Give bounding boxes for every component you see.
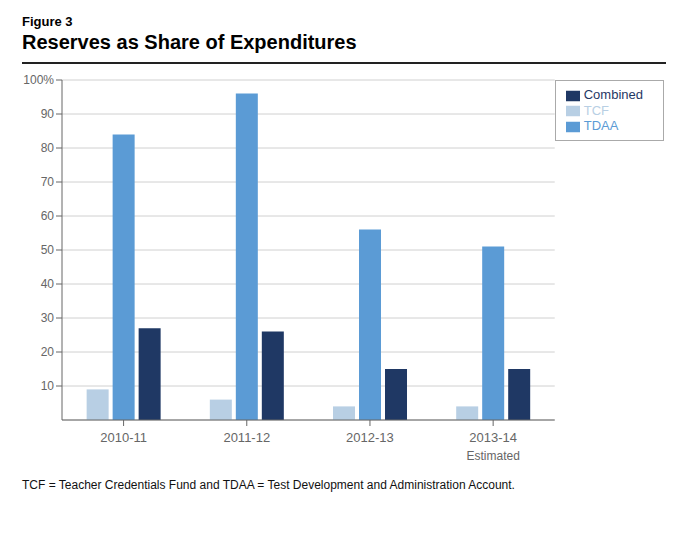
svg-text:2011-12: 2011-12 (223, 430, 270, 445)
svg-text:2010-11: 2010-11 (100, 430, 147, 445)
svg-text:90: 90 (41, 107, 55, 121)
svg-text:40: 40 (41, 277, 55, 291)
svg-text:50: 50 (41, 243, 55, 257)
html-text:TCF = Teacher Credentials Fund: TCF = Teacher Credentials Fund and TDAA … (22, 478, 515, 492)
svg-text:60: 60 (41, 209, 55, 223)
svg-text:20: 20 (41, 345, 55, 359)
html-text:TCF: TCF (583, 102, 609, 118)
svg-text:Estimated: Estimated (466, 449, 519, 463)
html-text:Figure 3: Figure 3 (22, 14, 73, 29)
svg-text:80: 80 (41, 141, 55, 155)
svg-text:100%: 100% (23, 73, 54, 87)
html-text:Combined: Combined (583, 87, 643, 102)
html-text:TDAA: TDAA (583, 118, 619, 134)
svg-text:2012-13: 2012-13 (346, 430, 394, 445)
html-text:Reserves as Share of Expenditu: Reserves as Share of Expenditures (22, 31, 357, 53)
svg-text:10: 10 (41, 379, 55, 393)
svg-text:2013-14: 2013-14 (469, 430, 517, 445)
svg-text:30: 30 (41, 311, 55, 325)
svg-text:70: 70 (41, 175, 55, 189)
